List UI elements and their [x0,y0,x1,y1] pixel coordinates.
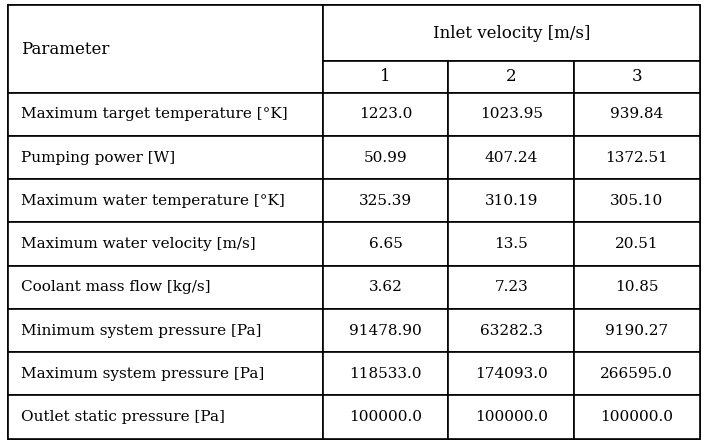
Bar [323,93,448,136]
Bar [323,5,700,61]
Bar [574,396,700,439]
Text: 63282.3: 63282.3 [480,324,542,337]
Bar [574,93,700,136]
Text: 1: 1 [380,68,391,85]
Text: 1372.51: 1372.51 [605,151,668,165]
Text: 325.39: 325.39 [359,194,412,208]
Bar [323,266,448,309]
Text: 1023.95: 1023.95 [480,107,543,121]
Text: Minimum system pressure [Pa]: Minimum system pressure [Pa] [21,324,262,337]
Text: 310.19: 310.19 [484,194,538,208]
Bar [8,222,323,266]
Bar [448,396,574,439]
Text: 2: 2 [506,68,517,85]
Text: Outlet static pressure [Pa]: Outlet static pressure [Pa] [21,410,225,424]
Text: Maximum water velocity [m/s]: Maximum water velocity [m/s] [21,237,256,251]
Bar [323,396,448,439]
Bar [448,309,574,352]
Text: 3.62: 3.62 [369,280,403,294]
Bar [448,61,574,93]
Text: 9190.27: 9190.27 [605,324,668,337]
Bar [8,396,323,439]
Text: 100000.0: 100000.0 [349,410,422,424]
Bar [448,266,574,309]
Text: 407.24: 407.24 [484,151,538,165]
Bar [574,309,700,352]
Text: Maximum system pressure [Pa]: Maximum system pressure [Pa] [21,367,265,381]
Text: 1223.0: 1223.0 [359,107,412,121]
Bar [574,266,700,309]
Text: 13.5: 13.5 [494,237,528,251]
Bar [8,266,323,309]
Bar [8,352,323,396]
Bar [323,222,448,266]
Bar [8,309,323,352]
Bar [8,136,323,179]
Text: 50.99: 50.99 [364,151,408,165]
Bar [323,61,448,93]
Bar [448,179,574,222]
Text: Maximum target temperature [°K]: Maximum target temperature [°K] [21,107,288,121]
Text: Pumping power [W]: Pumping power [W] [21,151,176,165]
Text: 91478.90: 91478.90 [349,324,422,337]
Bar [448,352,574,396]
Text: Inlet velocity [m/s]: Inlet velocity [m/s] [433,24,590,42]
Bar [574,222,700,266]
Bar [574,352,700,396]
Bar [323,179,448,222]
Bar [448,222,574,266]
Text: 266595.0: 266595.0 [600,367,673,381]
Text: 118533.0: 118533.0 [350,367,422,381]
Text: 10.85: 10.85 [615,280,658,294]
Text: 7.23: 7.23 [494,280,528,294]
Bar [448,136,574,179]
Text: Maximum water temperature [°K]: Maximum water temperature [°K] [21,194,285,208]
Bar [8,5,323,93]
Text: Coolant mass flow [kg/s]: Coolant mass flow [kg/s] [21,280,211,294]
Bar [574,179,700,222]
Text: 6.65: 6.65 [369,237,403,251]
Text: 3: 3 [632,68,642,85]
Bar [8,93,323,136]
Text: 174093.0: 174093.0 [475,367,547,381]
Bar [323,352,448,396]
Bar [323,136,448,179]
Bar [574,61,700,93]
Text: 939.84: 939.84 [610,107,663,121]
Bar [8,179,323,222]
Bar [574,136,700,179]
Bar [323,309,448,352]
Text: Parameter: Parameter [21,40,110,58]
Text: 305.10: 305.10 [610,194,663,208]
Text: 100000.0: 100000.0 [474,410,548,424]
Bar [448,93,574,136]
Text: 100000.0: 100000.0 [600,410,673,424]
Text: 20.51: 20.51 [615,237,658,251]
